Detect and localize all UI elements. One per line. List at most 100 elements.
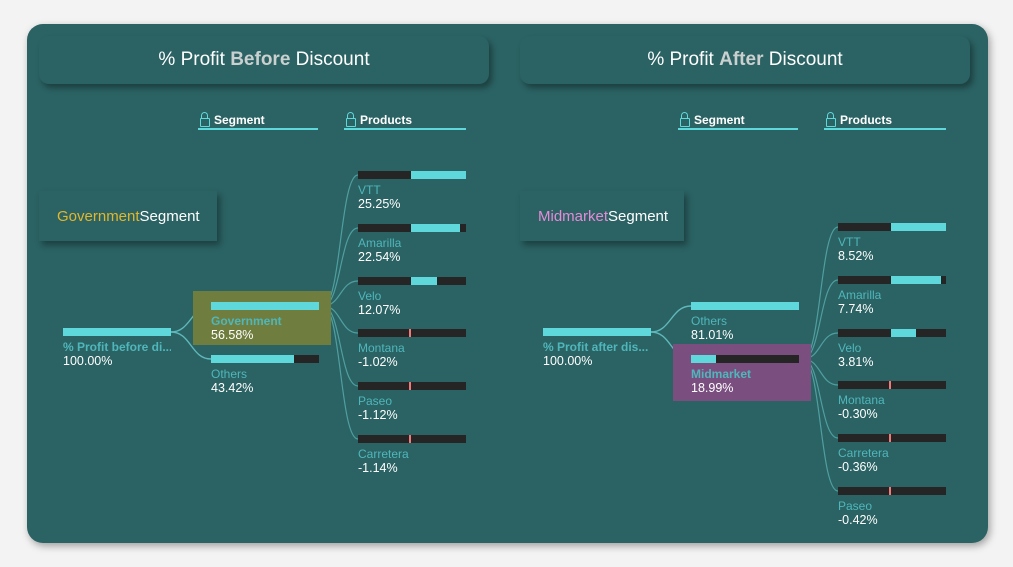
left-segment-government-bar-fill (211, 302, 319, 310)
right-segment-header-label: Segment (694, 113, 745, 127)
right-segment-others[interactable]: Others 81.01% (691, 302, 799, 342)
left-product-carretera-bar-fill (409, 435, 411, 443)
right-title-card: % Profit After Discount (520, 36, 970, 84)
left-product-vtt-bar (358, 171, 466, 179)
left-product-amarilla-bar-fill (411, 224, 460, 232)
left-product-carretera-value: -1.14% (358, 461, 398, 475)
right-products-header[interactable]: Products (824, 112, 946, 130)
right-segment-midmarket[interactable]: Midmarket 18.99% (691, 355, 799, 395)
right-product-vtt-bar-fill (891, 223, 946, 231)
left-callout-highlight: Government (57, 207, 140, 225)
right-product-velo-bar-fill (891, 329, 916, 337)
right-product-carretera[interactable]: Carretera -0.36% (838, 434, 946, 474)
right-segment-others-value: 81.01% (691, 328, 734, 342)
left-title-suffix: Discount (295, 49, 370, 70)
right-segment-others-bar (691, 302, 799, 310)
left-segment-government[interactable]: Government 56.58% (211, 302, 319, 342)
left-product-paseo-value: -1.12% (358, 408, 398, 422)
right-root-node-value: 100.00% (543, 354, 593, 368)
left-product-velo-label: Velo (358, 289, 382, 303)
left-product-amarilla[interactable]: Amarilla 22.54% (358, 224, 466, 264)
right-segment-header[interactable]: Segment (678, 112, 798, 130)
right-product-velo-label: Velo (838, 341, 862, 355)
right-product-amarilla-value: 7.74% (838, 302, 874, 316)
left-segment-header-label: Segment (214, 113, 265, 127)
right-root-node[interactable]: % Profit after dis... 100.00% (543, 328, 651, 368)
left-product-vtt-bar-fill (411, 171, 466, 179)
right-product-velo-bar (838, 329, 946, 337)
left-title-prefix: % Profit (158, 49, 225, 70)
left-title-emphasis: Before (230, 49, 291, 70)
left-segment-government-bar (211, 302, 319, 310)
lock-icon (346, 112, 356, 127)
right-product-paseo-bar (838, 487, 946, 495)
right-link-root-to-segment (650, 305, 692, 333)
left-products-header-label: Products (360, 113, 413, 127)
left-root-node-bar (63, 328, 171, 336)
left-product-velo-value: 12.07% (358, 303, 401, 317)
right-link-segment-to-product (802, 226, 839, 360)
left-product-velo-bar-fill (411, 277, 437, 285)
right-product-paseo-value: -0.42% (838, 513, 878, 527)
right-callout-highlight: Midmarket (538, 207, 609, 225)
right-title-suffix: Discount (768, 49, 843, 70)
left-product-paseo-bar (358, 382, 466, 390)
left-product-montana-bar-fill (409, 329, 411, 337)
left-segment-header[interactable]: Segment (198, 112, 318, 130)
right-product-amarilla-label: Amarilla (838, 288, 882, 302)
left-root-node-value: 100.00% (63, 354, 113, 368)
right-product-amarilla-bar (838, 276, 946, 284)
left-segment-government-label: Government (211, 314, 282, 328)
right-segment-midmarket-bar (691, 355, 799, 363)
right-product-velo-value: 3.81% (838, 355, 874, 369)
left-segment-government-value: 56.58% (211, 328, 254, 342)
right-root-node-bar (543, 328, 651, 336)
right-product-carretera-label: Carretera (838, 446, 889, 460)
right-segment-others-bar-fill (691, 302, 799, 310)
lock-icon (680, 112, 690, 127)
left-segment-others-label: Others (211, 367, 248, 381)
right-product-paseo[interactable]: Paseo -0.42% (838, 487, 946, 527)
left-segment-others[interactable]: Others 43.42% (211, 355, 319, 395)
right-product-paseo-label: Paseo (838, 499, 873, 513)
report-canvas: % Profit Before Discount Segment Product… (27, 24, 988, 543)
right-product-velo[interactable]: Velo 3.81% (838, 329, 946, 369)
left-title-card: % Profit Before Discount (39, 36, 489, 84)
right-segment-midmarket-value: 18.99% (691, 381, 734, 395)
left-product-amarilla-bar (358, 224, 466, 232)
left-segment-callout: Government Segment (39, 191, 217, 241)
left-root-node[interactable]: % Profit before di... 100.00% (63, 328, 171, 368)
left-segment-others-bar (211, 355, 319, 363)
right-products-header-label: Products (840, 113, 893, 127)
left-root-node-label: % Profit before di... (63, 340, 171, 354)
right-product-carretera-value: -0.36% (838, 460, 878, 474)
left-product-velo[interactable]: Velo 12.07% (358, 277, 466, 317)
left-product-carretera-bar (358, 435, 466, 443)
right-segment-midmarket-label: Midmarket (691, 367, 752, 381)
right-product-amarilla-bar-fill (891, 276, 941, 284)
left-link-root-to-segment (170, 331, 212, 360)
left-products-header[interactable]: Products (344, 112, 466, 130)
right-product-carretera-bar (838, 434, 946, 442)
left-product-velo-bar (358, 277, 466, 285)
right-product-amarilla[interactable]: Amarilla 7.74% (838, 276, 946, 316)
left-product-montana-bar (358, 329, 466, 337)
right-segment-others-label: Others (691, 314, 728, 328)
right-title-emphasis: After (719, 49, 764, 70)
right-root-node-label: % Profit after dis... (543, 340, 649, 354)
left-product-carretera-label: Carretera (358, 447, 409, 461)
right-product-vtt[interactable]: VTT 8.52% (838, 223, 946, 263)
right-product-paseo-bar-fill (889, 487, 891, 495)
left-product-montana-label: Montana (358, 341, 405, 355)
left-product-paseo[interactable]: Paseo -1.12% (358, 382, 466, 422)
right-product-vtt-value: 8.52% (838, 249, 874, 263)
right-product-montana[interactable]: Montana -0.30% (838, 381, 946, 421)
left-product-vtt-value: 25.25% (358, 197, 401, 211)
left-product-paseo-bar-fill (409, 382, 411, 390)
left-product-vtt-label: VTT (358, 183, 381, 197)
right-segment-midmarket-bar-fill (691, 355, 716, 363)
left-product-vtt[interactable]: VTT 25.25% (358, 171, 466, 211)
left-product-carretera[interactable]: Carretera -1.14% (358, 435, 466, 475)
right-product-montana-bar (838, 381, 946, 389)
left-product-montana[interactable]: Montana -1.02% (358, 329, 466, 369)
